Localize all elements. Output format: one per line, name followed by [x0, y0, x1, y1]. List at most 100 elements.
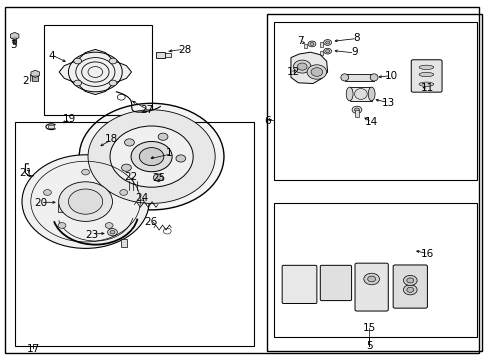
Circle shape	[68, 189, 102, 214]
Circle shape	[406, 278, 413, 283]
Bar	[354, 110, 358, 117]
Circle shape	[88, 110, 215, 203]
Bar	[304, 44, 306, 48]
Text: 17: 17	[26, 344, 40, 354]
Circle shape	[153, 174, 163, 181]
Circle shape	[176, 155, 185, 162]
Text: 24: 24	[135, 193, 148, 203]
Circle shape	[158, 133, 167, 140]
Circle shape	[120, 190, 127, 195]
Ellipse shape	[340, 74, 348, 81]
Bar	[121, 239, 127, 247]
Circle shape	[58, 222, 66, 228]
Circle shape	[307, 41, 315, 47]
Circle shape	[354, 108, 359, 112]
Text: 18: 18	[104, 134, 118, 144]
Polygon shape	[31, 70, 40, 77]
Text: 28: 28	[178, 45, 191, 55]
FancyBboxPatch shape	[320, 265, 351, 301]
Circle shape	[325, 41, 329, 44]
Bar	[44, 25, 151, 115]
Bar	[156, 52, 165, 58]
Text: 6: 6	[264, 116, 271, 126]
Circle shape	[124, 139, 134, 146]
Circle shape	[74, 80, 81, 86]
Text: 8: 8	[353, 33, 360, 43]
Circle shape	[309, 42, 313, 45]
Text: 7: 7	[297, 36, 304, 46]
Circle shape	[109, 58, 117, 64]
Text: 23: 23	[85, 230, 99, 240]
Text: 22: 22	[124, 172, 138, 182]
FancyBboxPatch shape	[354, 263, 387, 311]
Text: 3: 3	[10, 40, 17, 50]
Ellipse shape	[418, 72, 433, 77]
Bar	[13, 36, 16, 44]
Bar	[32, 74, 38, 81]
Circle shape	[297, 63, 306, 70]
Text: 20: 20	[34, 198, 47, 208]
Circle shape	[107, 229, 117, 236]
Ellipse shape	[418, 82, 433, 86]
Ellipse shape	[354, 89, 366, 99]
FancyBboxPatch shape	[410, 60, 441, 92]
Text: 9: 9	[350, 47, 357, 57]
Circle shape	[74, 58, 81, 64]
Text: 12: 12	[286, 67, 300, 77]
Bar	[58, 204, 63, 212]
Text: 19: 19	[63, 114, 77, 124]
Circle shape	[310, 68, 322, 76]
FancyBboxPatch shape	[282, 265, 316, 303]
Bar	[344, 74, 373, 81]
Bar	[266, 14, 481, 351]
Text: 4: 4	[48, 51, 55, 61]
Circle shape	[110, 126, 193, 187]
Text: 13: 13	[381, 98, 395, 108]
Polygon shape	[290, 52, 327, 84]
Circle shape	[131, 141, 172, 172]
Text: 25: 25	[152, 173, 165, 183]
Text: 26: 26	[143, 217, 157, 228]
Bar	[273, 203, 476, 337]
Bar	[273, 22, 476, 180]
Circle shape	[306, 65, 326, 79]
Circle shape	[110, 230, 115, 234]
Circle shape	[403, 275, 416, 285]
Bar	[319, 42, 322, 47]
Polygon shape	[59, 49, 131, 95]
Polygon shape	[10, 32, 19, 40]
Circle shape	[325, 50, 329, 53]
Circle shape	[105, 222, 113, 228]
Text: 11: 11	[420, 83, 434, 93]
Circle shape	[79, 103, 224, 210]
Circle shape	[22, 155, 149, 248]
Ellipse shape	[418, 65, 433, 69]
Ellipse shape	[346, 87, 352, 101]
Circle shape	[81, 169, 89, 175]
Bar	[48, 125, 54, 128]
Circle shape	[109, 80, 117, 86]
Circle shape	[323, 40, 331, 45]
Circle shape	[59, 182, 112, 221]
Text: 2: 2	[22, 76, 29, 86]
Text: 16: 16	[420, 249, 434, 259]
FancyBboxPatch shape	[392, 265, 427, 308]
Circle shape	[367, 276, 375, 282]
Bar	[349, 87, 371, 101]
Text: 27: 27	[140, 105, 153, 115]
Bar	[15, 122, 254, 346]
Circle shape	[43, 190, 51, 195]
Circle shape	[323, 48, 331, 54]
Circle shape	[351, 106, 361, 113]
Ellipse shape	[369, 74, 377, 81]
Text: 14: 14	[364, 117, 378, 127]
Circle shape	[363, 273, 379, 285]
Circle shape	[403, 285, 416, 295]
Circle shape	[122, 164, 131, 171]
Bar	[319, 51, 322, 55]
Circle shape	[139, 148, 163, 166]
Circle shape	[406, 287, 413, 292]
Text: 10: 10	[384, 71, 397, 81]
Bar	[165, 53, 171, 57]
Text: 5: 5	[365, 341, 372, 351]
